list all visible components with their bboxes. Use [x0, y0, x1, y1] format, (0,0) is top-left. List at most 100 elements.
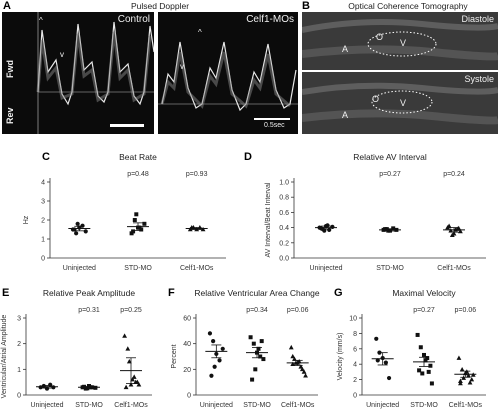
data-point [211, 339, 216, 344]
data-point [259, 339, 264, 344]
data-point [423, 358, 428, 363]
data-point [303, 373, 308, 378]
data-point [256, 346, 261, 351]
y-tick-label: 0.8 [279, 195, 289, 202]
a-wave-marker: v [60, 50, 64, 59]
data-point [133, 379, 139, 384]
doppler-control-image: Control Fwd Rev ^ v [2, 12, 154, 134]
chart-c: C Beat Rate 0 1 2 3 4 Hz Uninjected STD-MO p=0.48 C… [0, 148, 240, 278]
x-tick-label: Celf1-MOs [281, 402, 315, 409]
chart-g: G Maximal Velocity 0 2 4 6 8 10 Velocity (mm/s) U… [332, 284, 500, 415]
doppler-mo-image: Celf1-MOs ^ v 0.5sec [158, 12, 298, 134]
data-point [374, 336, 379, 341]
data-point [217, 358, 222, 363]
oct-atrium-label-1: A [342, 44, 349, 54]
y-axis-label: Hz [23, 215, 30, 224]
data-point [38, 385, 43, 390]
oct-systole-image: Systole A O V [302, 72, 498, 134]
chart-e: E Relative Peak Amplitude 0 1 2 3 Ventricular/… [0, 284, 166, 415]
x-tick-label: Uninjected [309, 265, 342, 272]
data-point [386, 375, 392, 381]
data-point [425, 356, 430, 361]
data-point [449, 232, 455, 237]
panel-label-e: E [2, 287, 9, 299]
data-point [142, 221, 147, 226]
data-point [209, 373, 214, 378]
p-value-label: p=0.48 [127, 171, 149, 178]
data-point [212, 364, 217, 369]
data-point [417, 368, 422, 373]
y-tick-label: 0.6 [279, 210, 289, 217]
panel-label-c: C [42, 151, 50, 163]
x-tick-label: Uninjected [63, 265, 96, 272]
oct-atrium-label-2: A [342, 110, 349, 120]
data-point [44, 386, 50, 391]
p-value-label: p=0.24 [443, 171, 465, 178]
data-point [426, 369, 431, 374]
data-point [258, 354, 263, 359]
data-point [134, 212, 139, 217]
time-scale-label: 0.5sec [264, 122, 285, 129]
chart-title-g: Maximal Velocity [392, 288, 456, 298]
data-point [51, 385, 56, 390]
x-tick-label: STD-MO [124, 265, 152, 272]
y-tick-label: 8 [353, 331, 357, 338]
data-point [459, 366, 465, 372]
data-point [200, 226, 206, 232]
panel-b-title: Optical Coherence Tomography [348, 1, 468, 11]
y-tick-label: 0 [41, 256, 45, 263]
chart-title-d: Relative AV Interval [353, 152, 427, 162]
y-tick-label: 0 [17, 393, 21, 400]
data-point [250, 377, 255, 382]
panel-b-label: B [302, 0, 310, 12]
data-point [290, 361, 296, 366]
x-tick-label: Celf1-MOs [114, 402, 148, 409]
y-axis-label: Velocity (mm/s) [337, 333, 344, 381]
chart-svg-c: C Beat Rate 0 1 2 3 4 Hz Uninjected STD-MO p=0.48 C… [23, 151, 226, 272]
y-axis-label: Ventricular/Atrial Amplitude [1, 315, 8, 399]
oct-ventricle-label-2: V [400, 98, 407, 108]
panel-a-title: Pulsed Doppler [130, 1, 190, 11]
y-tick-label: 2 [41, 218, 45, 225]
x-tick-label: STD-MO [410, 402, 438, 409]
oct-systole-texture [302, 72, 498, 134]
a-wave-marker-mo: v [180, 62, 184, 71]
p-value-label: p=0.06 [287, 307, 309, 314]
data-point [207, 331, 213, 336]
data-point [93, 385, 98, 390]
panel-a-label: A [3, 0, 11, 12]
data-point [446, 223, 452, 228]
chart-svg-d: D Relative AV Interval 0.0 0.2 0.4 0.6 0.8 1.0 A… [244, 151, 486, 272]
y-tick-label: 20 [183, 367, 191, 374]
x-tick-label: Celf1-MOs [449, 402, 483, 409]
celf1-mo-label: Celf1-MOs [246, 14, 294, 25]
y-tick-label: 6 [353, 346, 357, 353]
data-point [422, 352, 426, 357]
y-tick-label: 1.0 [279, 180, 289, 187]
x-tick-label: Uninjected [200, 402, 233, 409]
e-wave-marker: ^ [39, 16, 43, 25]
data-point [131, 229, 136, 234]
p-value-label: p=0.25 [120, 307, 142, 314]
data-point [125, 346, 131, 351]
data-point [383, 360, 388, 365]
data-point [330, 224, 335, 229]
panel-label-d: D [244, 151, 252, 163]
y-axis-label: Percent [171, 344, 178, 368]
y-tick-label: 3 [17, 316, 21, 323]
panel-a: A Pulsed Doppler Control Fwd Rev ^ v Cel… [0, 0, 300, 140]
chart-title-e: Relative Peak Amplitude [43, 288, 135, 298]
data-point [137, 225, 142, 230]
data-point [261, 357, 266, 362]
p-value-label: p=0.31 [78, 307, 100, 314]
data-point [123, 384, 129, 390]
data-point [122, 333, 127, 338]
y-tick-label: 40 [183, 341, 191, 348]
p-value-label: p=0.27 [379, 171, 401, 178]
data-point [288, 344, 294, 350]
y-tick-label: 10 [349, 316, 357, 323]
x-tick-label: STD-MO [376, 265, 404, 272]
data-point [132, 218, 137, 222]
x-tick-label: Celf1-MOs [180, 265, 214, 272]
data-point [299, 366, 305, 372]
